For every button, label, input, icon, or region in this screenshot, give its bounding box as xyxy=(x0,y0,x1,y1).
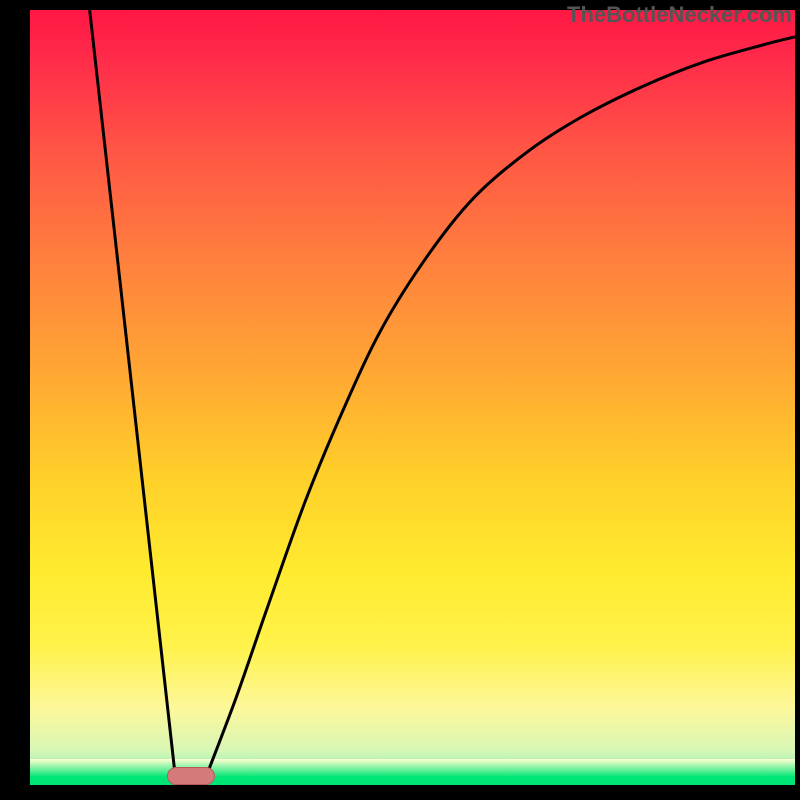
curve-layer xyxy=(0,0,800,800)
right-v-branch xyxy=(206,37,795,777)
chart-root: TheBottleNecker.com xyxy=(0,0,800,800)
attribution-text: TheBottleNecker.com xyxy=(567,2,792,28)
left-v-branch xyxy=(90,10,176,777)
bottleneck-marker xyxy=(167,767,215,785)
